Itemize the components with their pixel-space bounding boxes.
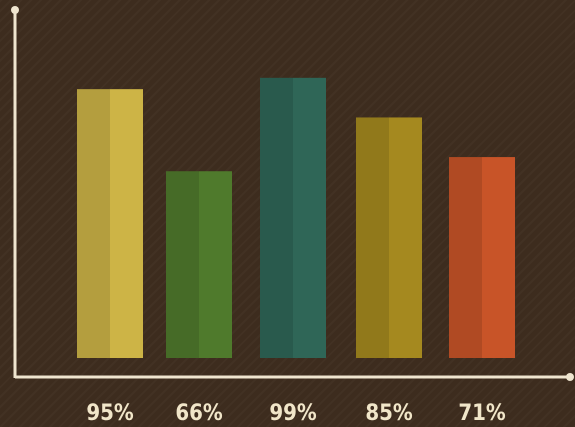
bar-3-left-face	[260, 77, 293, 358]
bar-1-right-face	[110, 89, 143, 359]
bar-2-left-face	[166, 171, 199, 358]
bar-value-label-2: 66%	[175, 401, 223, 426]
bar-4-right-face	[389, 117, 422, 358]
bar-3-right-face	[293, 77, 326, 358]
bar-value-label-5: 71%	[458, 401, 506, 426]
bar-value-label-1: 95%	[86, 401, 134, 426]
bar-1	[77, 89, 143, 359]
bar-value-label-3: 99%	[269, 401, 317, 426]
bar-5-right-face	[482, 157, 515, 358]
x-axis-end-dot	[566, 373, 574, 381]
y-axis-end-dot	[11, 6, 19, 14]
bar-2	[166, 171, 232, 358]
bar-5-left-face	[449, 157, 482, 358]
bar-value-label-4: 85%	[365, 401, 413, 426]
bar-3	[260, 77, 326, 358]
bar-2-right-face	[199, 171, 232, 358]
bars-group	[77, 77, 515, 359]
data-labels-group: 95% 66% 99% 85% 71%	[86, 401, 506, 426]
bar-4	[356, 117, 422, 358]
bar-5	[449, 157, 515, 358]
bar-4-left-face	[356, 117, 389, 358]
bar-1-left-face	[77, 89, 110, 359]
